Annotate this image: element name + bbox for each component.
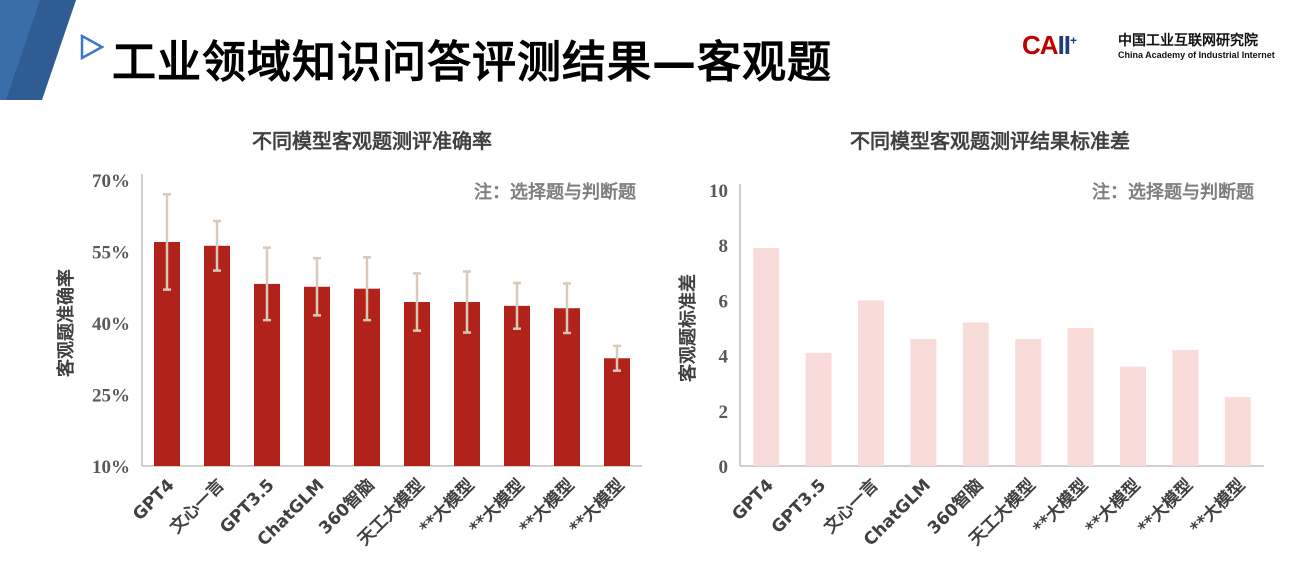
bar-8 [1172, 350, 1199, 466]
logo-mark: CAII+ [1022, 30, 1077, 60]
slide-header: 工业领域知识问答评测结果—客观题 CAII+ 中国工业互联网研究院 China … [0, 0, 1294, 100]
x-tick-label: GPT3.5 [768, 475, 830, 537]
y-tick-label: 70% [92, 171, 130, 192]
bar-9 [604, 358, 630, 466]
page-title: 工业领域知识问答评测结果—客观题 [112, 37, 832, 88]
y-tick-label: 55% [92, 243, 130, 264]
y-tick-label: 4 [719, 347, 729, 368]
y-axis-label: 客观题标准差 [677, 274, 699, 382]
bar-7 [1120, 366, 1146, 466]
bar-8 [554, 308, 580, 466]
y-tick-label: 10% [92, 457, 130, 478]
y-tick-label: 2 [719, 402, 729, 423]
y-tick-label: 40% [92, 314, 130, 335]
bar-0 [753, 247, 780, 466]
chart-note: 注：选择题与判断题 [1092, 181, 1255, 203]
y-tick-label: 8 [719, 236, 729, 257]
y-tick-label: 25% [92, 386, 130, 407]
y-tick-label: 6 [719, 291, 729, 312]
bar-3 [910, 339, 937, 466]
logo-chinese-name: 中国工业互联网研究院 [1118, 33, 1258, 49]
bar-4 [962, 322, 989, 466]
y-tick-label: 0 [719, 457, 729, 478]
bar-9 [1224, 397, 1251, 466]
y-axis-label: 客观题准确率 [55, 269, 77, 377]
x-tick-label: **大模型 [565, 475, 628, 538]
x-tick-label: **大模型 [1081, 475, 1144, 538]
bar-5 [1015, 339, 1042, 466]
logo-icon: CAII+ 中国工业互联网研究院 China Academy of Indust… [1022, 28, 1284, 68]
play-arrow-icon [80, 34, 104, 60]
chart-title: 不同模型客观题测评结果标准差 [850, 129, 1130, 153]
bar-1 [204, 245, 230, 466]
bar-7 [504, 305, 530, 466]
logo-english-name: China Academy of Industrial Internet [1118, 50, 1275, 60]
x-tick-label: **大模型 [1186, 475, 1249, 538]
x-tick-label: **大模型 [1133, 475, 1196, 538]
bar-2 [858, 300, 884, 466]
bar-6 [1067, 328, 1094, 466]
chart-note: 注：选择题与判断题 [474, 181, 637, 203]
x-tick-label: GPT4 [728, 475, 778, 525]
y-tick-label: 10 [709, 181, 728, 202]
bar-3 [304, 286, 330, 466]
bar-1 [805, 352, 832, 466]
header-decoration-band [0, 0, 76, 100]
chart-title: 不同模型客观题测评准确率 [252, 129, 492, 153]
x-tick-label: **大模型 [1029, 475, 1092, 538]
x-tick-label: 文心一言 [166, 475, 229, 538]
